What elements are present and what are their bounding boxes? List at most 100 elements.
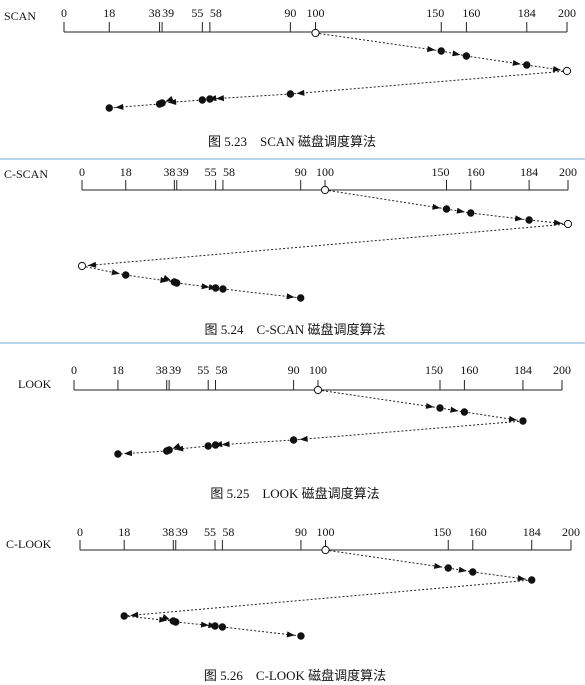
arrowhead [517,575,526,582]
tick-label: 150 [433,525,451,539]
path-node-hollow [313,385,323,395]
arrowhead [172,442,181,449]
arrowhead [168,98,177,105]
separator [0,158,585,160]
tick-label: 90 [284,6,296,20]
tick-label: 38 [156,363,168,377]
tick-label: 39 [177,165,189,179]
tick-label: 39 [162,6,174,20]
path-node [206,95,214,103]
path-node [172,618,180,626]
tick-label: 150 [425,363,443,377]
tick-label: 58 [222,525,234,539]
panel-scan: SCAN 0 18 38 39 55 58 90 100 150 160 184 200 图 5.23… [0,0,585,158]
path-node [437,47,445,55]
tick-label: 160 [462,6,480,20]
path-node-hollow [311,28,320,38]
arrowhead [552,65,562,72]
seek-path [105,28,572,112]
algorithm-label: C-SCAN [4,167,48,181]
arrowhead [165,96,174,102]
tick-label: 160 [469,525,487,539]
tick-label: 0 [71,363,77,377]
tick-label: 55 [191,6,203,20]
arrowhead [200,621,210,628]
scale-labels: 0 18 38 39 55 58 90 100 150 160 184 200 [71,363,571,377]
path-segment [290,70,568,95]
arrowhead [115,103,124,110]
path-node-hollow [563,219,573,229]
tick-label: 0 [61,6,67,20]
arrowhead [87,261,97,268]
tick-label: 18 [112,363,124,377]
separator [0,342,585,344]
tick-label: 100 [309,363,327,377]
figure-caption: 图 5.26 C-LOOK 磁盘调度算法 [204,668,386,683]
path-node [528,576,536,584]
seek-path [77,185,573,302]
arrowhead [159,616,168,623]
path-node [218,623,227,631]
scale-labels: 0 18 38 39 55 58 90 100 150 160 184 200 [77,525,580,539]
tick-label: 39 [176,525,188,539]
panel-look: LOOK 0 18 38 39 55 58 90 100 150 160 184 200 图 5.25… [0,344,585,510]
tick-label: 200 [562,525,580,539]
path-segment [324,189,447,210]
tick-label: 38 [149,6,161,20]
path-node [173,279,181,287]
path-node [297,294,305,302]
arrowhead [286,631,295,638]
arrowhead [175,445,184,452]
path-node [462,52,471,60]
panel-c-look: C-LOOK 0 18 38 39 55 58 90 100 150 160 184 200 图 5.… [0,512,585,685]
tick-label: 38 [162,525,174,539]
arrowhead [512,59,521,66]
tick-label: 200 [558,6,576,20]
tick-label: 100 [316,165,334,179]
arrowhead [426,46,436,52]
arrowhead [553,219,563,226]
tick-label: 90 [288,363,300,377]
tick-label: 0 [79,165,85,179]
diagram-c-scan: C-SCAN 0 18 38 39 55 58 90 100 150 160 184 200 图 5.… [4,165,577,337]
scale-labels: 0 18 38 39 55 58 90 100 150 160 184 200 [61,6,576,20]
path-node [198,96,207,104]
algorithm-label: LOOK [18,377,52,391]
path-node [204,442,212,450]
path-segment [81,223,569,267]
tick-label: 38 [163,165,175,179]
path-node [120,612,128,620]
tick-label: 184 [523,525,541,539]
path-node [525,216,533,224]
path-node-hollow [320,185,330,195]
arrowhead [123,450,133,457]
path-node [114,450,122,458]
path-node [163,447,171,455]
diagram-look: LOOK 0 18 38 39 55 58 90 100 150 160 184 200 图 5.25… [18,363,571,501]
arrowhead [296,89,305,96]
tick-label: 160 [460,363,478,377]
tick-label: 58 [223,165,235,179]
path-segment [325,549,449,569]
tick-label: 55 [205,165,217,179]
tick-label: 18 [120,165,132,179]
path-node [211,441,220,449]
figure-caption: 图 5.25 LOOK 磁盘调度算法 [210,486,379,501]
tick-label: 200 [553,363,571,377]
path-node [219,285,227,293]
path-node [460,408,469,416]
path-node [467,209,475,217]
arrowhead [162,274,172,281]
seek-path [120,545,536,640]
arrowhead [221,441,230,448]
tick-label: 39 [169,363,181,377]
tick-label: 58 [210,6,222,20]
arrowhead [508,415,518,422]
path-node-hollow [321,545,330,555]
path-node [155,100,164,108]
arrowhead [161,613,171,620]
tick-label: 100 [307,6,325,20]
diagram-c-look: C-LOOK 0 18 38 39 55 58 90 100 150 160 184 200 图 5.… [6,525,580,683]
path-segment [109,103,160,109]
tick-label: 200 [559,165,577,179]
